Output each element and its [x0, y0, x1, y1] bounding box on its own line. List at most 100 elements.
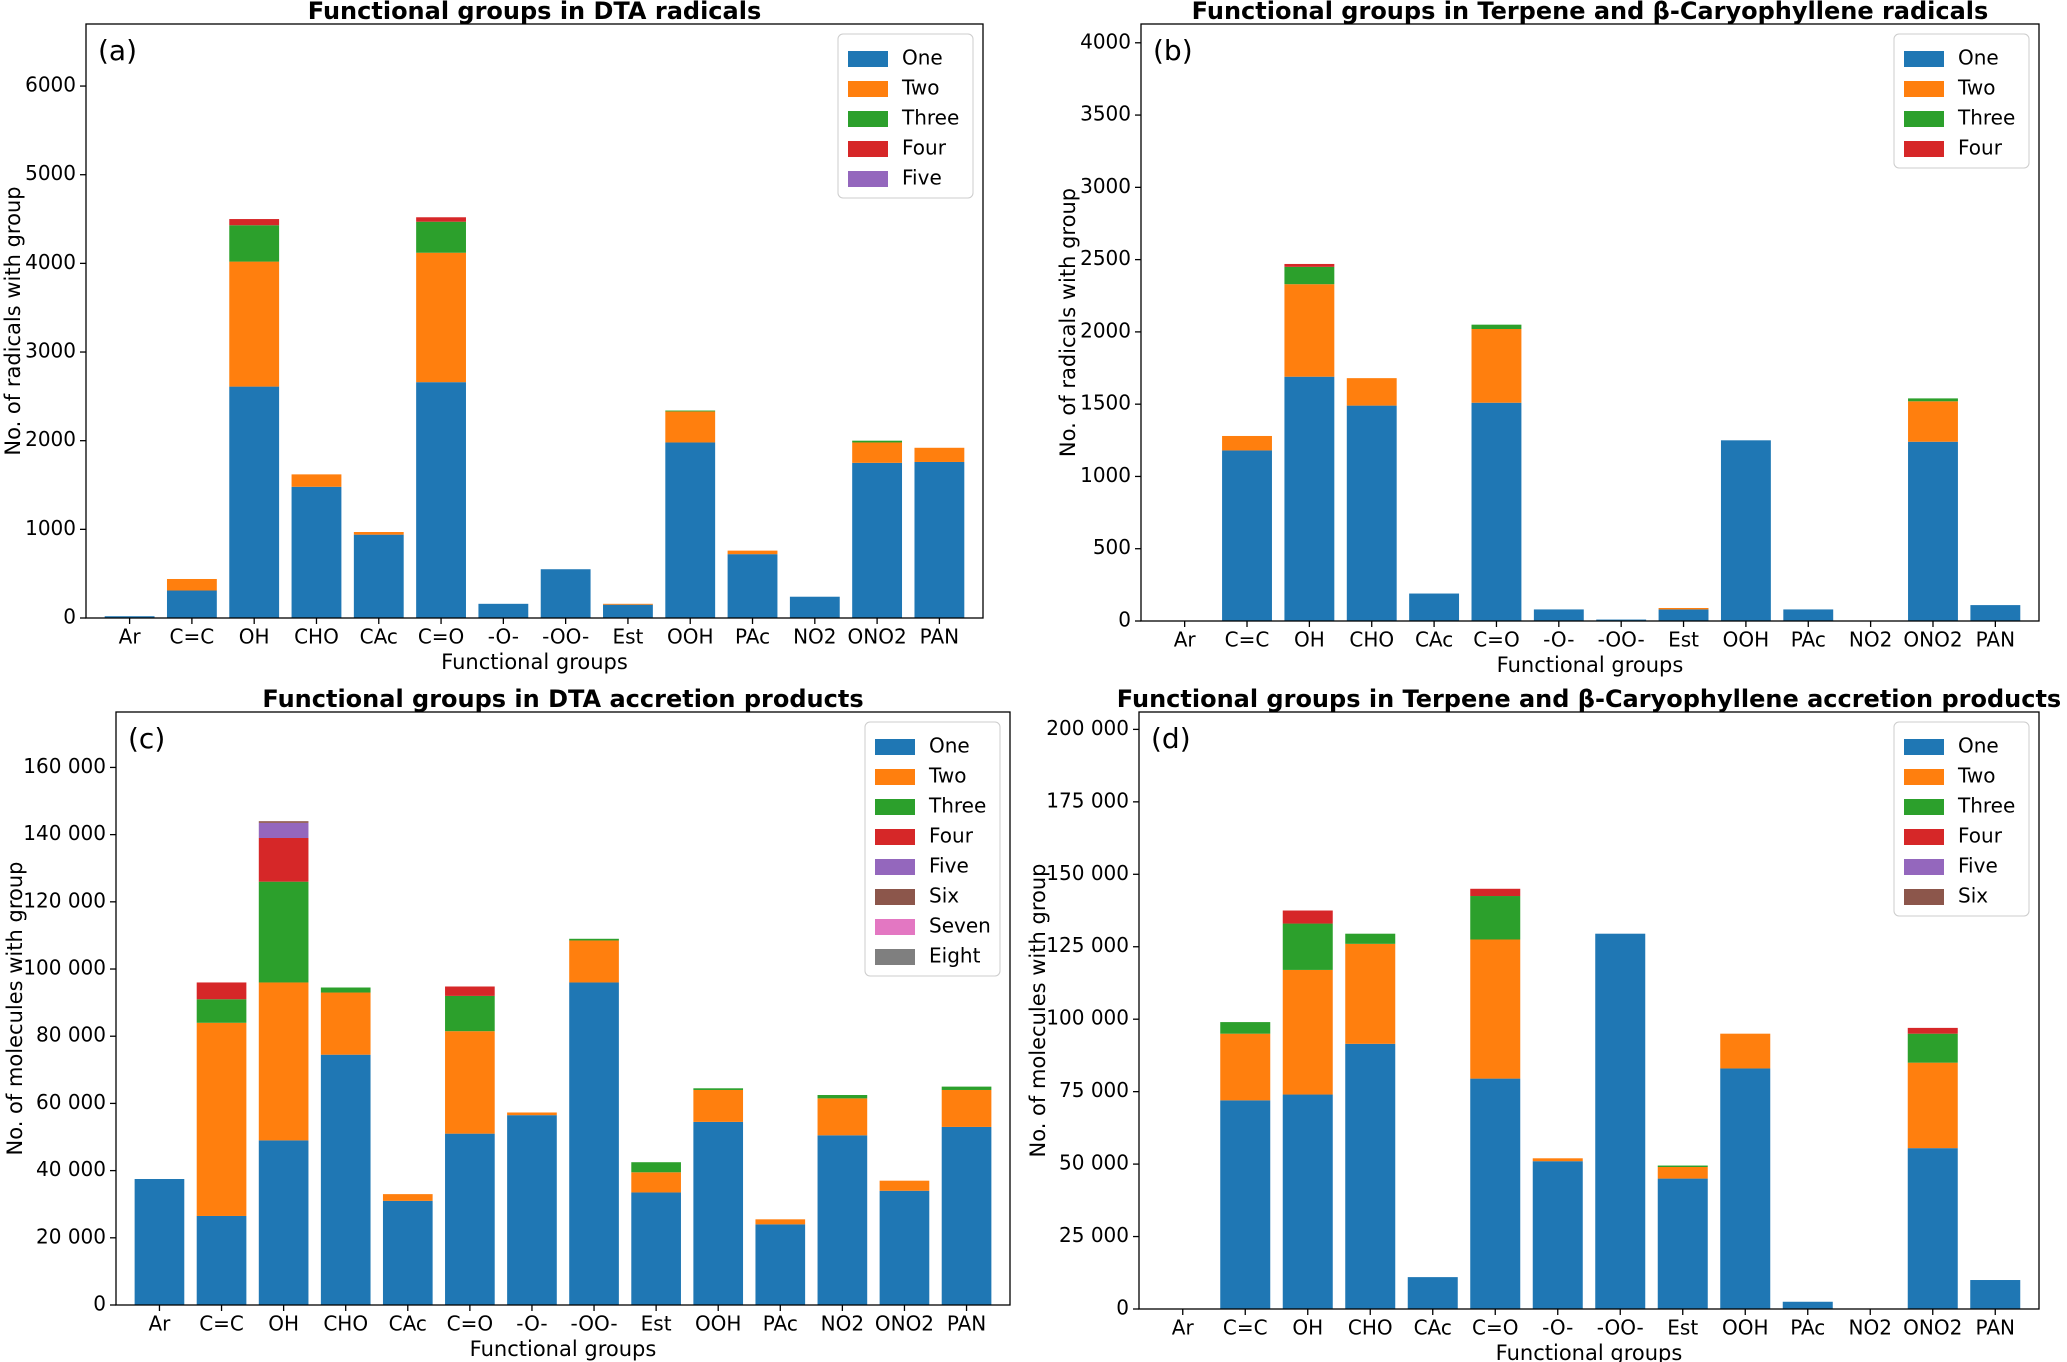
bar-segment: [134, 1179, 185, 1305]
x-tick-label: CAc: [1414, 1316, 1452, 1340]
bar-segment: [1222, 450, 1272, 621]
bar-segment: [1595, 933, 1646, 1309]
bar-segment: [445, 1031, 495, 1134]
y-tick-label: 4000: [25, 250, 76, 274]
bar-segment: [507, 1112, 557, 1116]
bar-segment: [1907, 1148, 1958, 1309]
bar-segment: [382, 1194, 433, 1201]
x-tick-label: C=O: [1473, 628, 1519, 652]
bar-segment: [229, 225, 280, 262]
x-tick-label: C=O: [418, 625, 464, 649]
x-tick-label: PAc: [1791, 628, 1826, 652]
y-tick-label: 3500: [1080, 102, 1131, 126]
bar-segment: [1220, 1033, 1271, 1101]
x-tick-label: OOH: [1723, 628, 1770, 652]
legend-swatch: [875, 919, 915, 935]
x-tick-label: NO2: [1849, 628, 1892, 652]
x-tick-label: CAc: [360, 625, 398, 649]
x-tick-label: Ar: [119, 625, 142, 649]
x-tick-label: PAc: [735, 625, 770, 649]
bar-segment: [665, 442, 716, 618]
bar-segment: [353, 532, 404, 535]
y-tick-label: 20 000: [36, 1224, 106, 1248]
bar-segment: [258, 837, 309, 882]
bar-segment: [1470, 1078, 1521, 1309]
x-tick-label: OH: [1292, 1316, 1323, 1340]
bar-segment: [631, 1172, 681, 1193]
y-tick-label: 75 000: [1059, 1078, 1129, 1102]
bar-segment: [603, 603, 653, 605]
x-tick-label: C=O: [447, 1312, 493, 1336]
y-tick-label: 3000: [1080, 174, 1131, 198]
bar-segment: [693, 1088, 744, 1090]
x-tick-label: Ar: [149, 1312, 172, 1336]
bar-segment: [852, 440, 903, 443]
bar-segment: [1346, 378, 1397, 406]
legend-label: Four: [1958, 136, 2003, 160]
y-tick-label: 4000: [1080, 29, 1131, 53]
legend-swatch: [1904, 111, 1944, 127]
bar-segment: [1284, 266, 1335, 285]
y-tick-label: 0: [1116, 1296, 1129, 1320]
y-tick-label: 40 000: [36, 1157, 106, 1181]
legend-swatch: [848, 171, 888, 187]
x-tick-label: PAN: [1976, 1316, 2015, 1340]
plot: 0 500 1000 1500 2000 2500 3000 3500 4000 Ar C=C OH C…: [1056, 0, 2040, 677]
legend-label: Three: [1957, 106, 2015, 130]
x-tick-label: -O-: [488, 625, 519, 649]
y-tick-label: 100 000: [1046, 1006, 1129, 1030]
legend-label: Eight: [929, 944, 981, 968]
bar-segment: [1907, 1033, 1958, 1063]
bar-segment: [1657, 1178, 1708, 1309]
bar-segment: [1220, 1022, 1271, 1034]
bar-segment: [1720, 1033, 1771, 1069]
bar-segment: [879, 1190, 930, 1305]
x-tick-label: CAc: [389, 1312, 427, 1336]
legend-swatch: [848, 111, 888, 127]
bar-segment: [914, 461, 965, 618]
chart-title: Functional groups in DTA accretion produ…: [262, 685, 863, 713]
y-tick-label: 0: [63, 605, 76, 629]
x-tick-label: Est: [1668, 628, 1699, 652]
bar-segment: [1532, 1161, 1583, 1309]
x-axis-label: Functional groups: [1496, 1341, 1683, 1362]
bar-segment: [1345, 943, 1396, 1044]
y-tick-label: 160 000: [23, 754, 106, 778]
x-tick-label: OH: [239, 625, 270, 649]
bar-segment: [1596, 619, 1647, 621]
y-tick-label: 0: [93, 1292, 106, 1316]
bar-segment: [320, 992, 371, 1055]
bar-segment: [1471, 324, 1522, 330]
bar-segment: [1970, 605, 2021, 621]
y-tick-label: 100 000: [23, 956, 106, 980]
bar-segment: [1282, 923, 1333, 970]
legend-label: Six: [929, 884, 959, 908]
axes-frame: [115, 711, 1011, 1306]
plot: 0 1000 2000 3000 4000 5000 6000 Ar C=C OH CHO CAc C=…: [1, 0, 984, 674]
chart-title: Functional groups in DTA radicals: [308, 0, 761, 25]
y-tick-label: 1000: [25, 516, 76, 540]
legend-label: Five: [902, 166, 942, 190]
y-tick-label: 50 000: [1059, 1151, 1129, 1175]
y-tick-label: 150 000: [1046, 861, 1129, 885]
bar-segment: [291, 474, 342, 487]
x-tick-label: PAc: [763, 1312, 798, 1336]
bar-segment: [416, 217, 466, 222]
x-tick-label: NO2: [821, 1312, 864, 1336]
x-tick-label: C=C: [170, 625, 215, 649]
x-tick-label: ONO2: [875, 1312, 934, 1336]
x-tick-label: -OO-: [542, 625, 589, 649]
bar-segment: [416, 382, 466, 618]
bar-segment: [603, 604, 653, 618]
bar-segment: [416, 221, 466, 253]
bar-segment: [914, 447, 965, 462]
legend-swatch: [1904, 859, 1944, 875]
y-tick-label: 175 000: [1046, 788, 1129, 812]
legend-label: Five: [929, 854, 969, 878]
bar-segment: [1407, 1277, 1458, 1309]
bar-segment: [569, 982, 619, 1305]
legend-label: Four: [902, 136, 947, 160]
legend-swatch: [848, 51, 888, 67]
bar-segment: [852, 442, 903, 463]
